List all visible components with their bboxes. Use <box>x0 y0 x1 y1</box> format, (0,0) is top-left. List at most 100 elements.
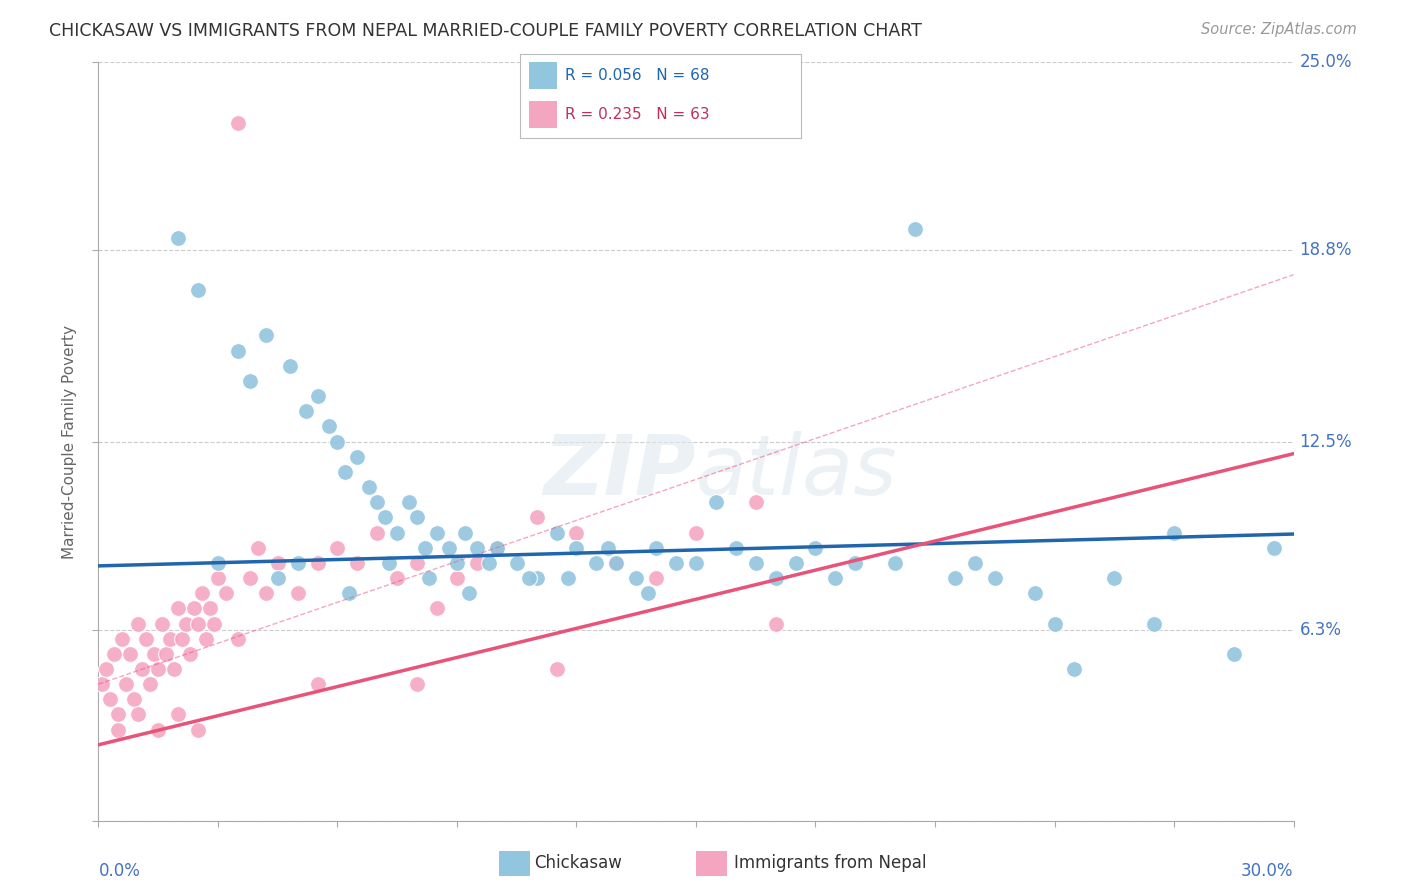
Point <box>326 541 349 555</box>
Point <box>239 374 262 388</box>
Point <box>804 541 827 555</box>
Point <box>426 525 449 540</box>
Point <box>378 556 401 570</box>
Point <box>107 707 129 722</box>
Text: Source: ZipAtlas.com: Source: ZipAtlas.com <box>1201 22 1357 37</box>
Point <box>605 556 627 570</box>
Point <box>685 556 707 570</box>
Point <box>202 616 225 631</box>
Point <box>326 434 349 449</box>
Point <box>359 480 381 494</box>
Point <box>226 343 249 358</box>
Point <box>1143 616 1166 631</box>
Point <box>155 647 177 661</box>
Point <box>267 556 290 570</box>
Point <box>215 586 238 600</box>
Point <box>287 556 309 570</box>
Point <box>685 525 707 540</box>
Point <box>239 571 262 585</box>
Point <box>565 525 588 540</box>
Point <box>454 525 477 540</box>
Point <box>506 556 529 570</box>
Point <box>665 556 688 570</box>
Point <box>366 495 388 509</box>
Point <box>246 541 269 555</box>
Point <box>226 632 249 646</box>
Text: 18.8%: 18.8% <box>1299 242 1353 260</box>
Point <box>91 677 114 691</box>
Point <box>1063 662 1085 676</box>
Point <box>307 556 329 570</box>
Point <box>167 601 190 615</box>
Point <box>526 510 548 524</box>
Point <box>294 404 316 418</box>
Point <box>346 450 368 464</box>
Point <box>335 465 357 479</box>
Bar <box>529 62 557 89</box>
Point <box>426 601 449 615</box>
Point <box>254 328 277 343</box>
Point <box>1024 586 1046 600</box>
Point <box>465 541 488 555</box>
Point <box>585 556 607 570</box>
Point <box>307 389 329 403</box>
Point <box>745 556 768 570</box>
Point <box>187 616 209 631</box>
Point <box>195 632 218 646</box>
Point <box>198 601 221 615</box>
Point <box>406 510 429 524</box>
Point <box>413 541 436 555</box>
Point <box>637 586 659 600</box>
Text: 0.0%: 0.0% <box>98 863 141 880</box>
Text: 6.3%: 6.3% <box>1299 621 1341 639</box>
Point <box>645 541 668 555</box>
Point <box>418 571 440 585</box>
Point <box>254 586 277 600</box>
Point <box>172 632 194 646</box>
Point <box>724 541 747 555</box>
Point <box>844 556 866 570</box>
Point <box>150 616 173 631</box>
Point <box>904 222 927 236</box>
Point <box>139 677 162 691</box>
Point <box>207 571 229 585</box>
Point <box>446 571 468 585</box>
Point <box>385 571 409 585</box>
Point <box>346 556 368 570</box>
Text: CHICKASAW VS IMMIGRANTS FROM NEPAL MARRIED-COUPLE FAMILY POVERTY CORRELATION CHA: CHICKASAW VS IMMIGRANTS FROM NEPAL MARRI… <box>49 22 922 40</box>
Point <box>191 586 214 600</box>
Point <box>884 556 907 570</box>
Y-axis label: Married-Couple Family Poverty: Married-Couple Family Poverty <box>62 325 77 558</box>
Point <box>179 647 201 661</box>
Text: R = 0.235   N = 63: R = 0.235 N = 63 <box>565 107 710 122</box>
Point <box>143 647 166 661</box>
Point <box>1104 571 1126 585</box>
Point <box>1043 616 1066 631</box>
Point <box>183 601 205 615</box>
Point <box>704 495 727 509</box>
Point <box>167 707 190 722</box>
Point <box>174 616 197 631</box>
Point <box>374 510 396 524</box>
Point <box>167 231 190 245</box>
Point <box>96 662 118 676</box>
Point <box>824 571 846 585</box>
Point <box>1163 525 1185 540</box>
Point <box>115 677 138 691</box>
Text: 30.0%: 30.0% <box>1241 863 1294 880</box>
Point <box>385 525 409 540</box>
Point <box>1263 541 1285 555</box>
Bar <box>529 101 557 128</box>
Point <box>187 723 209 737</box>
Point <box>1223 647 1246 661</box>
Point <box>187 283 209 297</box>
Text: Immigrants from Nepal: Immigrants from Nepal <box>734 855 927 872</box>
Point <box>226 116 249 130</box>
Point <box>339 586 361 600</box>
Point <box>605 556 627 570</box>
Point <box>406 556 429 570</box>
Point <box>148 662 170 676</box>
Point <box>645 571 668 585</box>
Point <box>307 677 329 691</box>
Point <box>163 662 186 676</box>
